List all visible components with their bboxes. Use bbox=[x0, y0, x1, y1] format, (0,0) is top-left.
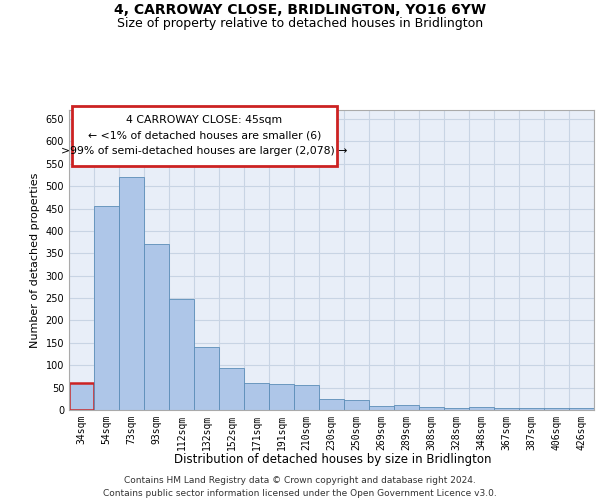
Bar bbox=[369, 406, 394, 410]
Bar bbox=[69, 383, 94, 410]
Bar bbox=[119, 177, 144, 410]
Bar bbox=[419, 407, 444, 410]
Text: Contains HM Land Registry data © Crown copyright and database right 2024.
Contai: Contains HM Land Registry data © Crown c… bbox=[103, 476, 497, 498]
Bar bbox=[444, 408, 469, 410]
Bar bbox=[244, 383, 269, 410]
Text: 4 CARROWAY CLOSE: 45sqm
← <1% of detached houses are smaller (6)
>99% of semi-de: 4 CARROWAY CLOSE: 45sqm ← <1% of detache… bbox=[61, 115, 347, 156]
FancyBboxPatch shape bbox=[71, 106, 337, 166]
Text: Distribution of detached houses by size in Bridlington: Distribution of detached houses by size … bbox=[174, 452, 492, 466]
Bar bbox=[269, 384, 294, 410]
Bar bbox=[344, 400, 369, 410]
Bar bbox=[219, 368, 244, 410]
Bar bbox=[494, 408, 519, 410]
Text: 4, CARROWAY CLOSE, BRIDLINGTON, YO16 6YW: 4, CARROWAY CLOSE, BRIDLINGTON, YO16 6YW bbox=[114, 2, 486, 16]
Bar bbox=[469, 408, 494, 410]
Bar bbox=[294, 386, 319, 410]
Text: Size of property relative to detached houses in Bridlington: Size of property relative to detached ho… bbox=[117, 18, 483, 30]
Bar bbox=[569, 408, 594, 410]
Bar bbox=[94, 206, 119, 410]
Bar bbox=[169, 299, 194, 410]
Bar bbox=[144, 244, 169, 410]
Bar bbox=[519, 408, 544, 410]
Bar bbox=[394, 404, 419, 410]
Bar bbox=[319, 399, 344, 410]
Bar bbox=[544, 408, 569, 410]
Bar bbox=[194, 348, 219, 410]
Y-axis label: Number of detached properties: Number of detached properties bbox=[30, 172, 40, 348]
